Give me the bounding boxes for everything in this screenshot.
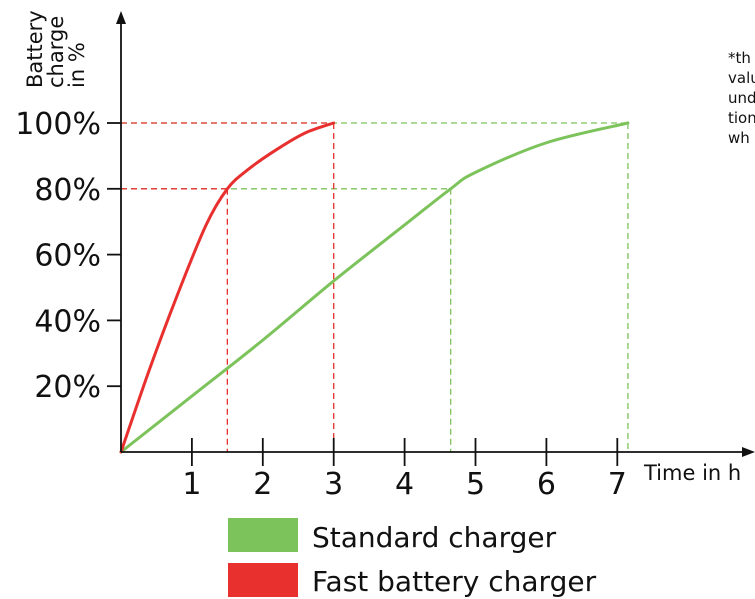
x-axis-arrow (742, 447, 755, 457)
ticks: 20% 40% 60% 80% 100% 1 2 3 4 5 6 7 (15, 107, 627, 502)
y-tick-label-60: 60% (34, 239, 101, 274)
y-tick-label-80: 80% (34, 173, 101, 208)
note-line-5: wh (728, 129, 750, 147)
y-tick-label-20: 20% (34, 370, 101, 405)
series-line-fast (119, 121, 336, 454)
y-tick-label-40: 40% (34, 304, 101, 339)
x-tick-label-3: 3 (324, 467, 343, 502)
note-line-4: tion (728, 109, 755, 127)
legend-swatch-fast (228, 563, 298, 597)
x-tick-label-2: 2 (253, 467, 272, 502)
y-tick-label-100: 100% (15, 107, 101, 142)
y-axis-title-line-3: in % (65, 42, 89, 88)
note-line-3: und (728, 89, 755, 107)
legend-swatch-standard (228, 518, 298, 552)
note-line-1: *th (728, 49, 751, 67)
x-tick-label-1: 1 (182, 467, 201, 502)
x-axis-title: Time in h (643, 461, 741, 485)
guide-lines (121, 122, 629, 452)
series-lines (119, 121, 630, 454)
x-tick-label-6: 6 (537, 467, 556, 502)
x-tick-label-4: 4 (395, 467, 414, 502)
x-tick-label-7: 7 (608, 467, 627, 502)
series-line-standard (119, 121, 630, 454)
note-line-2: valu (728, 69, 755, 87)
y-axis-arrow (116, 11, 126, 24)
x-tick-label-5: 5 (466, 467, 485, 502)
legend-label-fast: Fast battery charger (312, 565, 597, 598)
legend-label-standard: Standard charger (312, 521, 557, 554)
y-axis-title-line-2: charge (44, 16, 68, 88)
legend: Standard charger Fast battery charger (228, 518, 597, 598)
y-axis-title-line-1: Battery (23, 10, 47, 88)
axes (116, 11, 755, 457)
